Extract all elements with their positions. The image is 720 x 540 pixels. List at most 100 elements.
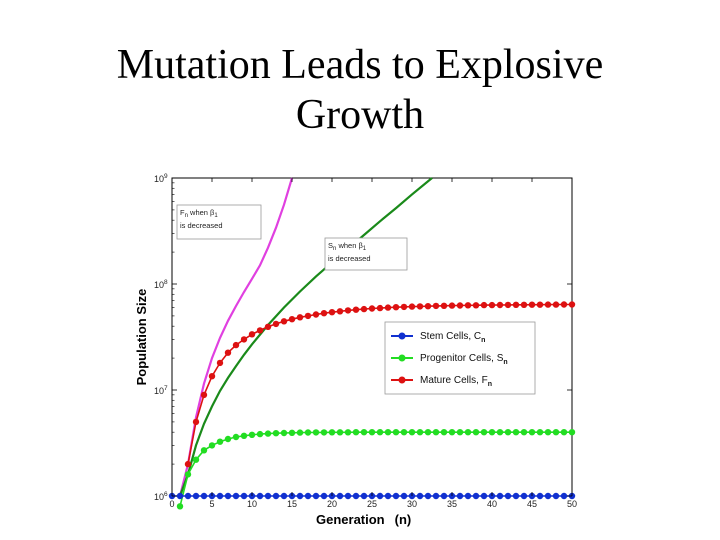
data-point-stem-cells-c-49 <box>560 492 568 500</box>
data-point-progenitor-cells-s-28 <box>400 429 408 436</box>
data-point-stem-cells-c-26 <box>376 492 384 500</box>
data-point-mature-cells-f-39 <box>496 301 504 309</box>
data-point-progenitor-cells-s-29 <box>408 429 416 436</box>
legend-item-stem: Stem Cells, Cn <box>391 331 485 344</box>
legend-label-mature: Mature Cells, Fn <box>420 375 492 388</box>
data-point-progenitor-cells-s-31 <box>424 429 432 436</box>
x-tick-label: 25 <box>367 499 377 509</box>
data-point-progenitor-cells-s-32 <box>432 429 440 436</box>
data-point-stem-cells-c-34 <box>440 492 448 500</box>
y-tick-label: 108 <box>154 279 168 290</box>
data-point-mature-cells-f-46 <box>552 301 560 308</box>
annotation-box-f: Fn when β1 is decreased <box>176 204 262 240</box>
data-point-stem-cells-c-42 <box>504 492 512 500</box>
data-point-progenitor-cells-s-9 <box>248 431 256 438</box>
data-point-mature-cells-f-4 <box>216 359 224 367</box>
data-point-mature-cells-f-43 <box>528 301 536 308</box>
annotation-box-s-frame <box>324 237 408 271</box>
data-point-mature-cells-f-36 <box>472 302 480 309</box>
data-point-stem-cells-c-28 <box>392 492 400 500</box>
data-point-mature-cells-f-33 <box>448 302 456 309</box>
data-point-stem-cells-c-48 <box>552 492 560 500</box>
data-point-mature-cells-f-25 <box>384 304 392 311</box>
series-line-annotation-f-curve <box>178 177 294 497</box>
legend-item-progenitor: Progenitor Cells, Sn <box>391 353 508 366</box>
data-point-mature-cells-f-10 <box>264 323 272 330</box>
x-tick-label: 30 <box>407 499 417 509</box>
data-point-progenitor-cells-s-3 <box>200 447 208 454</box>
data-point-mature-cells-f-29 <box>416 303 424 310</box>
legend-swatch-marker <box>398 354 406 362</box>
legend-label-stem: Stem Cells, Cn <box>420 331 485 344</box>
data-point-mature-cells-f-11 <box>272 320 280 328</box>
data-point-mature-cells-f-20 <box>344 307 352 314</box>
data-point-progenitor-cells-s-22 <box>352 429 360 436</box>
data-point-stem-cells-c-4 <box>200 492 208 500</box>
data-point-stem-cells-c-38 <box>472 492 480 500</box>
data-point-stem-cells-c-16 <box>296 492 304 500</box>
data-point-progenitor-cells-s-14 <box>288 429 296 436</box>
data-point-mature-cells-f-16 <box>312 311 320 318</box>
data-point-progenitor-cells-s-13 <box>280 429 288 437</box>
x-tick-label: 15 <box>287 499 297 509</box>
data-point-mature-cells-f-21 <box>352 306 360 313</box>
annotation-s-line1: Sn when β1 <box>328 241 367 252</box>
data-point-progenitor-cells-s-17 <box>312 429 320 436</box>
x-tick-label: 0 <box>169 499 174 509</box>
data-point-progenitor-cells-s-48 <box>560 429 568 436</box>
x-tick-label: 40 <box>487 499 497 509</box>
data-point-stem-cells-c-27 <box>384 492 392 500</box>
annotation-s-line2: is decreased <box>328 254 371 263</box>
data-point-progenitor-cells-s-45 <box>536 429 544 436</box>
data-point-progenitor-cells-s-24 <box>368 429 376 436</box>
data-point-progenitor-cells-s-46 <box>544 429 552 436</box>
data-point-stem-cells-c-41 <box>496 492 504 500</box>
legend-label-progenitor: Progenitor Cells, Sn <box>420 353 508 366</box>
data-point-stem-cells-c-13 <box>272 492 280 500</box>
data-point-stem-cells-c-22 <box>344 492 352 500</box>
x-axis-label: Generation (n) <box>316 512 411 527</box>
data-point-mature-cells-f-5 <box>224 349 232 356</box>
data-point-mature-cells-f-13 <box>288 316 296 323</box>
ticks-layer: 0 5 10 15 20 25 30 35 40 45 50 106 107 108 109 <box>154 173 577 509</box>
data-point-progenitor-cells-s-33 <box>440 429 448 436</box>
data-point-progenitor-cells-s-19 <box>328 429 336 436</box>
data-point-stem-cells-c-32 <box>424 492 432 500</box>
data-point-mature-cells-f-24 <box>376 304 384 312</box>
legend-swatch-marker <box>398 332 406 340</box>
data-point-mature-cells-f-14 <box>296 314 304 321</box>
data-point-stem-cells-c-23 <box>352 492 360 500</box>
data-point-progenitor-cells-s-6 <box>224 435 232 443</box>
data-point-progenitor-cells-s-47 <box>552 429 560 436</box>
data-point-progenitor-cells-s-2 <box>192 456 200 463</box>
data-point-progenitor-cells-s-16 <box>304 429 312 436</box>
legend-swatch-marker <box>398 376 406 384</box>
data-point-progenitor-cells-s-1 <box>184 471 192 478</box>
data-point-mature-cells-f-37 <box>480 301 488 309</box>
data-point-stem-cells-c-31 <box>416 492 424 500</box>
data-point-progenitor-cells-s-23 <box>360 429 368 436</box>
data-point-progenitor-cells-s-21 <box>344 429 352 436</box>
data-point-stem-cells-c-19 <box>320 492 328 500</box>
data-point-mature-cells-f-42 <box>520 301 528 308</box>
data-point-mature-cells-f-19 <box>336 308 344 315</box>
data-point-mature-cells-f-7 <box>240 336 248 343</box>
data-point-stem-cells-c-3 <box>192 492 200 500</box>
data-point-progenitor-cells-s-49 <box>568 429 576 436</box>
data-point-stem-cells-c-29 <box>400 492 408 500</box>
data-point-stem-cells-c-43 <box>512 492 520 500</box>
data-point-progenitor-cells-s-39 <box>488 429 496 436</box>
series-layer <box>168 177 576 510</box>
data-point-mature-cells-f-9 <box>256 327 264 334</box>
data-point-mature-cells-f-26 <box>392 304 400 311</box>
data-point-mature-cells-f-34 <box>456 302 464 309</box>
data-point-mature-cells-f-38 <box>488 301 496 309</box>
data-point-mature-cells-f-17 <box>320 310 328 317</box>
data-point-progenitor-cells-s-44 <box>528 429 536 436</box>
data-point-stem-cells-c-11 <box>256 492 264 500</box>
data-point-progenitor-cells-s-8 <box>240 432 248 439</box>
y-tick-label: 107 <box>154 385 168 396</box>
slide-title-line-1: Mutation Leads to Explosive <box>116 42 604 88</box>
data-point-stem-cells-c-9 <box>240 492 248 500</box>
data-point-progenitor-cells-s-37 <box>472 429 480 436</box>
